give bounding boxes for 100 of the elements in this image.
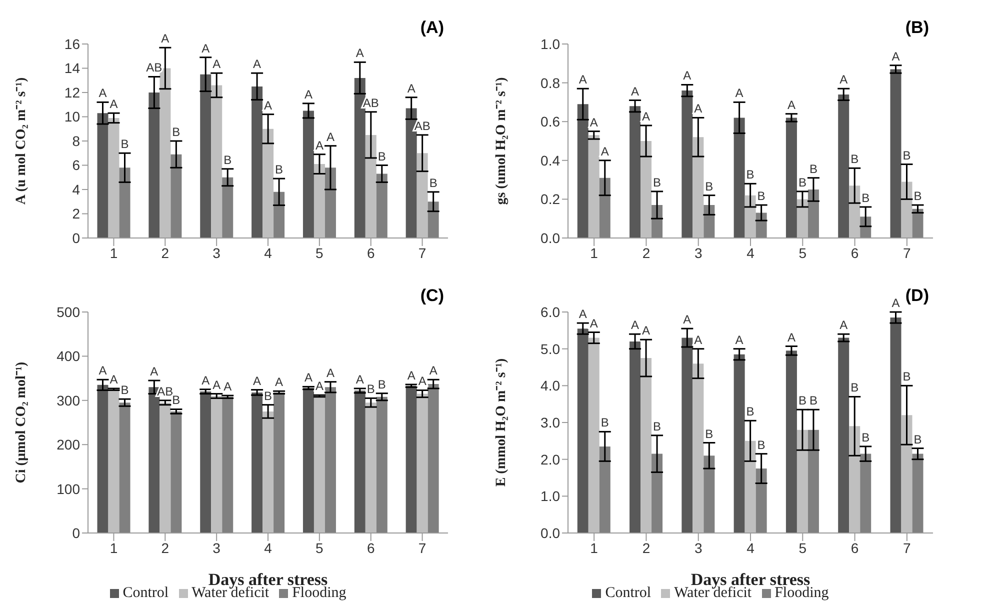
data-label: B [172,393,180,408]
data-label: A [735,86,744,100]
data-label: A [202,373,210,388]
bar [302,110,314,238]
bar [630,106,641,238]
bar [744,195,756,238]
bar [786,118,797,238]
bar [428,202,439,238]
bar [119,168,130,238]
data-label: A [590,115,598,130]
bar [222,177,234,238]
x-tick-label: 6 [366,540,375,556]
data-label: A [356,46,364,60]
x-tick-label: 6 [850,540,859,556]
data-label: AB [146,60,162,75]
bar [838,94,850,238]
bar [588,338,600,533]
x-tick-label: 7 [903,244,912,261]
chart-title: (B) [905,18,929,38]
data-label: A [600,144,609,158]
data-label: B [862,190,870,205]
data-label: A [110,97,118,112]
y-tick-label: 8 [72,132,80,149]
bar [704,205,715,238]
data-label: B [378,149,386,164]
x-tick-label: 7 [418,244,426,261]
data-label: A [224,380,232,394]
y-tick-label: 2.0 [540,451,560,468]
y-tick-label: 12 [64,84,80,100]
data-label: B [902,370,911,384]
x-tick-label: 2 [161,540,170,556]
data-label: A [264,98,272,112]
x-tick-label: 3 [212,244,221,261]
x-tick-label: 6 [366,244,375,261]
bar [108,389,120,533]
x-tick-label: 1 [110,244,118,261]
chart-title: (A) [420,18,444,38]
x-tick-label: 3 [694,244,702,261]
data-label: A [407,368,416,382]
y-tick-label: 10 [64,108,80,125]
bar [704,456,715,533]
bar [314,164,325,238]
data-label: A [304,87,312,102]
y-tick-label: 3.0 [540,414,560,430]
y-tick-label: 0.4 [540,152,560,168]
bar [97,113,108,238]
data-label: B [275,162,284,177]
data-label: B [850,380,859,395]
data-label: B [264,388,272,403]
x-tick-label: 4 [264,540,272,556]
bar [849,186,860,238]
data-label: A [253,57,262,72]
y-tick-label: 4 [72,181,80,198]
y-tick-label: 6 [72,157,80,174]
data-label: B [653,175,662,190]
bar [734,354,745,533]
data-label: A [98,86,107,100]
bar [744,440,756,533]
bar [428,384,439,533]
data-label: A [275,375,284,390]
data-label: A [642,324,650,338]
data-label: B [705,426,714,441]
y-axis-title: gs (umol H₂O m⁻² s⁻¹) [494,76,509,205]
bar [808,190,819,238]
bar [252,86,263,238]
data-label: B [850,152,859,166]
bar [630,341,641,533]
chart-title: (D) [905,286,929,306]
x-tick-label: 5 [316,540,324,556]
bar [692,364,704,533]
bar [682,338,693,533]
bar [588,135,600,238]
bar [652,454,663,533]
y-tick-label: 16 [64,36,80,52]
data-label: A [418,374,426,388]
x-tick-label: 5 [316,244,324,261]
data-label: B [798,394,806,408]
legend-label: Control [122,585,169,601]
data-label: A [735,332,744,347]
data-label: A [315,138,324,152]
data-label: A [892,49,900,64]
legend-label: Flooding [292,585,346,601]
bar [786,350,797,533]
bar [416,153,428,238]
data-label: A [212,378,221,392]
bar [901,415,912,533]
data-label: B [746,168,754,182]
data-label: A [840,72,848,87]
data-label: A [326,366,334,380]
bar [416,394,428,533]
bar [262,128,274,238]
x-tick-label: 7 [903,540,912,556]
bar [274,192,285,238]
bar [262,411,274,533]
bar [324,387,336,533]
y-tick-label: 100 [56,480,80,497]
data-label: A [642,109,650,124]
bar [200,74,212,238]
data-label: B [809,394,818,408]
y-tick-label: 500 [56,304,80,320]
